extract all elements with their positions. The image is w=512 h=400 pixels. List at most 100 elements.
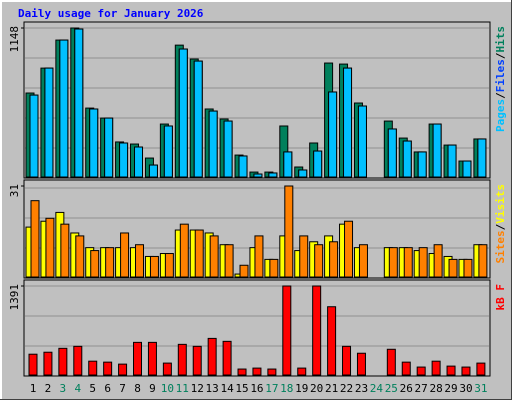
x-tick-label: 31 bbox=[474, 382, 487, 395]
bar bbox=[43, 351, 53, 376]
legend: kB F bbox=[494, 284, 507, 311]
bar bbox=[209, 235, 219, 278]
bar bbox=[418, 247, 428, 278]
bar bbox=[283, 151, 293, 178]
bar bbox=[329, 241, 339, 278]
bar bbox=[179, 223, 189, 278]
bar bbox=[75, 235, 85, 278]
legend-entry: Pages bbox=[494, 99, 507, 132]
x-tick-label: 21 bbox=[325, 382, 338, 395]
bar bbox=[267, 368, 277, 376]
x-tick-label: 19 bbox=[295, 382, 308, 395]
bar bbox=[297, 367, 307, 376]
legend-entry: Visits bbox=[494, 184, 507, 224]
x-tick-label: 1 bbox=[30, 382, 37, 395]
bar bbox=[147, 341, 157, 376]
legend-separator: / bbox=[494, 52, 507, 59]
bar bbox=[417, 151, 427, 178]
bar bbox=[105, 247, 115, 278]
bar bbox=[269, 258, 279, 278]
bar bbox=[447, 144, 457, 178]
legend-entry: Sites bbox=[494, 230, 507, 263]
bar bbox=[237, 368, 247, 376]
bar bbox=[344, 220, 354, 278]
bar bbox=[223, 120, 233, 178]
bar bbox=[476, 362, 486, 376]
legend-separator: / bbox=[494, 92, 507, 99]
bar bbox=[282, 285, 292, 376]
bar bbox=[327, 306, 337, 376]
bar bbox=[119, 142, 129, 178]
bar bbox=[284, 185, 294, 278]
x-tick-label: 24 bbox=[370, 382, 384, 395]
legend-entry: Files bbox=[494, 59, 507, 92]
chart-title: Daily usage for January 2026 bbox=[18, 7, 204, 20]
bar bbox=[89, 108, 99, 178]
bar bbox=[403, 247, 413, 278]
x-tick-label: 12 bbox=[191, 382, 204, 395]
bar bbox=[239, 264, 249, 278]
legend-separator: / bbox=[494, 223, 507, 230]
bar bbox=[461, 366, 471, 376]
panel bbox=[23, 279, 491, 377]
bar bbox=[462, 160, 472, 178]
x-tick-label: 13 bbox=[206, 382, 219, 395]
bar bbox=[164, 253, 174, 278]
bar bbox=[28, 353, 38, 376]
bar bbox=[162, 362, 172, 376]
bar bbox=[103, 361, 113, 376]
bar bbox=[402, 140, 412, 178]
bar bbox=[73, 345, 83, 376]
bar bbox=[416, 366, 426, 376]
x-tick-label: 23 bbox=[355, 382, 368, 395]
x-tick-label: 8 bbox=[134, 382, 141, 395]
bar bbox=[45, 217, 55, 278]
bar bbox=[388, 247, 398, 278]
bar bbox=[238, 155, 248, 178]
bar bbox=[254, 235, 264, 278]
bar bbox=[358, 244, 368, 278]
x-tick-label: 29 bbox=[444, 382, 457, 395]
bar bbox=[312, 285, 322, 376]
bar bbox=[401, 361, 411, 376]
bar bbox=[193, 60, 203, 178]
x-tick-label: 18 bbox=[280, 382, 293, 395]
bar bbox=[207, 337, 217, 376]
bar bbox=[177, 343, 187, 376]
bar bbox=[268, 172, 278, 178]
legend-entry: kB F bbox=[494, 284, 507, 311]
bar bbox=[194, 229, 204, 278]
x-tick-label: 15 bbox=[235, 382, 248, 395]
bar bbox=[446, 365, 456, 376]
bar bbox=[342, 345, 352, 376]
y-tick-label: 1148 bbox=[8, 26, 21, 53]
y-tick-label: 31 bbox=[8, 184, 21, 197]
bar bbox=[104, 117, 114, 178]
x-tick-label: 28 bbox=[429, 382, 442, 395]
x-tick-label: 25 bbox=[385, 382, 398, 395]
y-tick-label: 1391 bbox=[8, 284, 21, 311]
bar bbox=[59, 39, 69, 178]
bar bbox=[448, 258, 458, 278]
bar bbox=[432, 123, 442, 178]
bar bbox=[328, 91, 338, 178]
bar bbox=[44, 67, 54, 178]
x-tick-label: 5 bbox=[89, 382, 96, 395]
bar bbox=[208, 110, 218, 178]
bar bbox=[134, 146, 144, 178]
bar bbox=[163, 125, 173, 178]
bar bbox=[253, 173, 263, 178]
bar bbox=[433, 244, 443, 278]
bar bbox=[356, 352, 366, 376]
x-tick-label: 4 bbox=[74, 382, 81, 395]
bar bbox=[343, 67, 353, 178]
legend-entry: Hits bbox=[494, 26, 507, 53]
bar bbox=[29, 94, 39, 178]
bar bbox=[88, 360, 98, 376]
bar bbox=[148, 164, 158, 178]
bar bbox=[60, 223, 70, 278]
x-tick-label: 3 bbox=[60, 382, 67, 395]
x-tick-label: 17 bbox=[265, 382, 278, 395]
